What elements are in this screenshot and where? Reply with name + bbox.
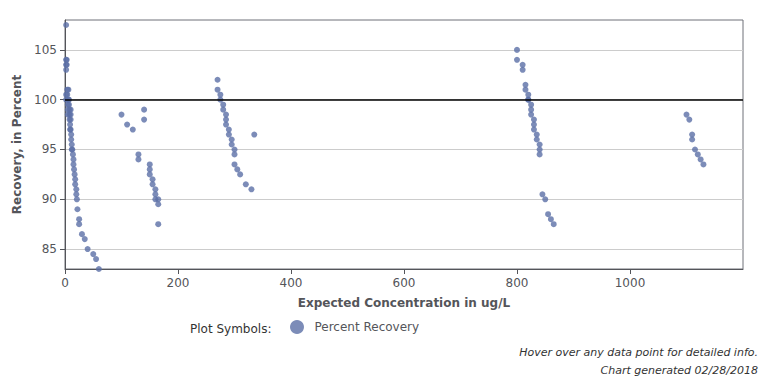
svg-text:Plot Symbols:: Plot Symbols: bbox=[190, 322, 271, 336]
svg-text:105: 105 bbox=[34, 43, 57, 57]
svg-text:Chart generated 02/28/2018: Chart generated 02/28/2018 bbox=[601, 364, 758, 377]
svg-text:Percent Recovery: Percent Recovery bbox=[315, 320, 420, 334]
svg-text:400: 400 bbox=[280, 276, 303, 290]
svg-text:1000: 1000 bbox=[615, 276, 646, 290]
svg-text:90: 90 bbox=[42, 192, 57, 206]
svg-text:Hover over any data point for: Hover over any data point for detailed i… bbox=[519, 346, 758, 359]
svg-text:0: 0 bbox=[61, 276, 69, 290]
svg-text:200: 200 bbox=[167, 276, 190, 290]
svg-text:800: 800 bbox=[506, 276, 529, 290]
svg-text:600: 600 bbox=[393, 276, 416, 290]
svg-text:85: 85 bbox=[42, 242, 57, 256]
svg-text:Expected Concentration in ug/L: Expected Concentration in ug/L bbox=[298, 296, 511, 310]
svg-text:100: 100 bbox=[34, 93, 57, 107]
svg-text:95: 95 bbox=[42, 142, 57, 156]
svg-text:Recovery, in Percent: Recovery, in Percent bbox=[10, 75, 24, 215]
